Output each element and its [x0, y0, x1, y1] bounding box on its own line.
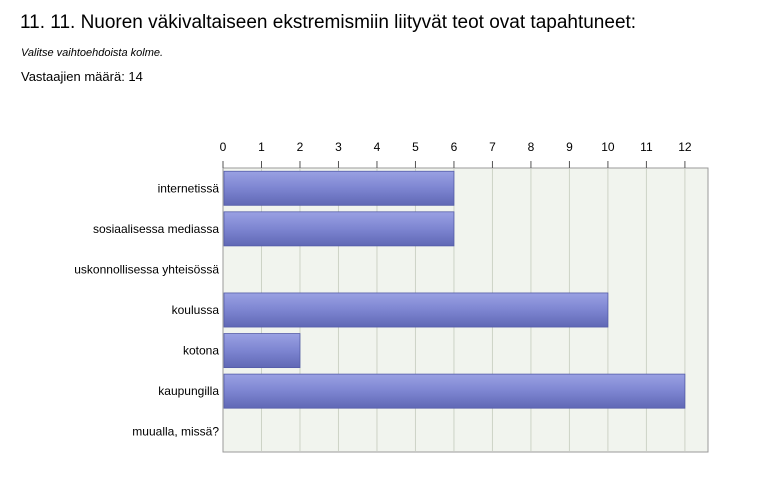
x-tick-label: 3	[335, 140, 342, 154]
x-tick-label: 1	[258, 140, 265, 154]
x-tick-label: 9	[566, 140, 573, 154]
bar	[223, 373, 686, 409]
category-label: kotona	[183, 344, 219, 358]
question-instruction: Valitse vaihtoehdoista kolme.	[21, 47, 164, 59]
x-tick-label: 10	[601, 140, 615, 154]
x-tick-label: 11	[640, 140, 653, 154]
x-tick-label: 7	[489, 140, 496, 154]
x-tick-label: 6	[451, 140, 458, 154]
x-tick-label: 2	[297, 140, 304, 154]
x-tick-label: 5	[412, 140, 419, 154]
category-label: koulussa	[172, 303, 220, 317]
category-label: uskonnollisessa yhteisössä	[74, 262, 219, 276]
category-label: internetissä	[158, 181, 220, 195]
x-tick-label: 8	[528, 140, 535, 154]
category-label: muualla, missä?	[132, 425, 219, 439]
x-tick-label: 12	[678, 140, 692, 154]
bar	[223, 211, 455, 247]
respondent-count: Vastaajien määrä: 14	[21, 69, 143, 84]
x-tick-label: 4	[374, 140, 381, 154]
bar	[223, 292, 609, 328]
question-title: 11. 11. Nuoren väkivaltaiseen ekstremism…	[20, 12, 637, 33]
category-label: sosiaalisessa mediassa	[93, 222, 219, 236]
category-label: kaupungilla	[158, 384, 219, 398]
bar	[223, 333, 301, 369]
bar	[223, 170, 455, 206]
x-tick-label: 0	[220, 140, 227, 154]
